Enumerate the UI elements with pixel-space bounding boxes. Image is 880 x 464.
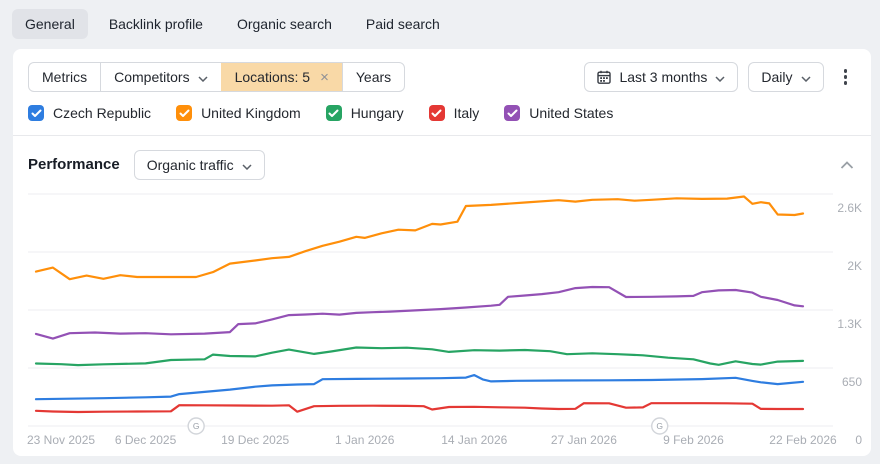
filter-metrics[interactable]: Metrics <box>29 63 100 91</box>
x-axis-label: 22 Feb 2026 <box>769 433 837 447</box>
legend-item-czech-republic[interactable]: Czech Republic <box>28 105 151 121</box>
y-axis-label: 2K <box>847 259 862 273</box>
svg-text:G: G <box>656 421 663 431</box>
series-line-hungary <box>34 346 805 367</box>
tab-paid-search[interactable]: Paid search <box>365 16 440 32</box>
legend-item-italy[interactable]: Italy <box>428 105 480 121</box>
metric-label: Organic traffic <box>146 156 234 173</box>
chevron-down-icon <box>800 69 811 85</box>
google-update-marker[interactable]: G <box>651 417 669 435</box>
filter-competitors[interactable]: Competitors <box>100 63 220 91</box>
y-axis-label: 2.6K <box>837 201 862 215</box>
filter-label: Locations: 5 <box>234 69 311 85</box>
series-line-united-kingdom <box>34 195 805 281</box>
calendar-icon <box>597 70 612 84</box>
filter-segment-group: Metrics Competitors Locations: 5 × Years <box>28 62 406 92</box>
filter-label: Competitors <box>114 69 190 85</box>
y-axis-label: 650 <box>842 375 862 389</box>
legend-label: United Kingdom <box>201 105 301 121</box>
granularity-label: Daily <box>761 69 793 85</box>
legend-label: Czech Republic <box>53 105 152 121</box>
performance-title: Performance <box>28 156 120 173</box>
chevron-down-icon <box>715 69 725 85</box>
filter-toolbar: Metrics Competitors Locations: 5 × Years Las… <box>13 49 871 92</box>
legend-item-hungary[interactable]: Hungary <box>325 105 404 121</box>
tab-bar: General Backlink profile Organic search Pai… <box>0 0 880 49</box>
legend-label: Italy <box>453 105 480 121</box>
checkbox-checked-icon[interactable] <box>176 105 193 121</box>
date-range-button[interactable]: Last 3 months <box>584 62 739 92</box>
chevron-down-icon <box>242 157 252 173</box>
legend-item-united-kingdom[interactable]: United Kingdom <box>176 105 301 121</box>
chevron-down-icon <box>198 69 208 85</box>
close-icon[interactable]: × <box>320 68 329 86</box>
chevron-up-icon <box>840 157 854 173</box>
x-axis-label: 19 Dec 2025 <box>221 433 289 447</box>
x-axis-label: 1 Jan 2026 <box>335 433 395 447</box>
x-axis-label: 27 Jan 2026 <box>551 433 617 447</box>
filter-label: Years <box>355 69 392 85</box>
checkbox-checked-icon[interactable] <box>28 105 44 121</box>
series-line-czech-republic <box>34 374 805 401</box>
tab-general[interactable]: General <box>12 9 88 39</box>
line-chart-canvas: 0 650 1.3K 2K 2.6K 23 Nov 2025 6 Dec 2025 19 De… <box>27 193 862 447</box>
filter-label: Metrics <box>42 69 88 85</box>
series-legend: Czech Republic United Kingdom Hungary Italy… <box>13 92 871 135</box>
filter-years[interactable]: Years <box>341 63 404 91</box>
legend-item-united-states[interactable]: United States <box>504 105 613 121</box>
x-axis-label: 14 Jan 2026 <box>441 433 507 447</box>
section-divider <box>13 135 871 136</box>
y-axis-label: 1.3K <box>837 317 862 331</box>
x-axis-label: 6 Dec 2025 <box>115 433 177 447</box>
google-update-marker[interactable]: G <box>187 417 205 435</box>
tab-organic-search[interactable]: Organic search <box>236 16 332 32</box>
performance-header: Performance Organic traffic <box>13 136 871 180</box>
metric-dropdown-button[interactable]: Organic traffic <box>133 149 265 180</box>
overview-card: Metrics Competitors Locations: 5 × Years Las… <box>13 49 871 456</box>
series-line-italy <box>34 402 805 414</box>
checkbox-checked-icon[interactable] <box>504 105 521 121</box>
checkbox-checked-icon[interactable] <box>428 105 445 121</box>
x-axis-label: 23 Nov 2025 <box>27 433 95 447</box>
more-options-kebab-icon[interactable] <box>836 63 856 91</box>
date-range-label: Last 3 months <box>619 69 708 85</box>
x-axis-label: 9 Feb 2026 <box>663 433 724 447</box>
legend-label: Hungary <box>350 105 404 121</box>
filter-locations-5[interactable]: Locations: 5 × <box>220 63 342 91</box>
checkbox-checked-icon[interactable] <box>325 105 342 121</box>
series-line-united-states <box>34 285 805 340</box>
granularity-button[interactable]: Daily <box>748 62 824 92</box>
svg-text:G: G <box>193 421 200 431</box>
organic-traffic-chart[interactable]: 0 650 1.3K 2K 2.6K 23 Nov 2025 6 Dec 2025 19 De… <box>13 180 871 464</box>
legend-label: United States <box>529 105 614 121</box>
tab-backlink-profile[interactable]: Backlink profile <box>108 16 203 32</box>
y-axis-label: 0 <box>855 433 862 447</box>
collapse-section-button[interactable] <box>840 157 854 173</box>
